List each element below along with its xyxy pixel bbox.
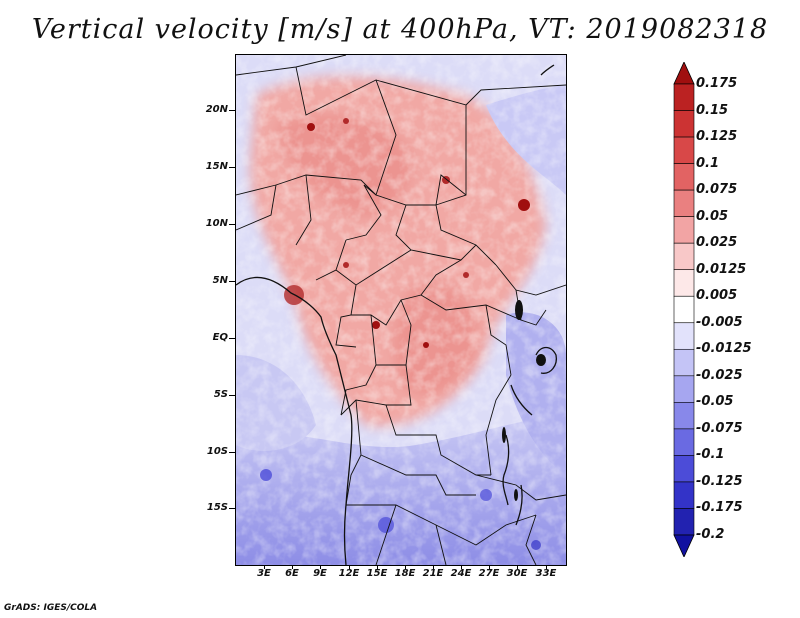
- lon-label-12e: 12E: [338, 568, 360, 579]
- lon-label-21e: 21E: [422, 568, 444, 579]
- colorbar-segment: [673, 428, 695, 456]
- colorbar-label: 0.05: [696, 208, 729, 224]
- strong-downdraft-spots: [260, 469, 541, 550]
- lon-tick: [461, 564, 462, 569]
- colorbar-segment: [673, 295, 695, 324]
- lon-tick: [546, 564, 547, 569]
- colorbar-segment: [673, 508, 695, 536]
- colorbar-label: -0.075: [696, 420, 743, 436]
- colorbar-segment: [673, 110, 695, 138]
- lon-tick: [292, 564, 293, 569]
- lon-label-6e: 6E: [285, 568, 299, 579]
- lon-tick: [489, 564, 490, 569]
- colorbar-segment-top: [673, 62, 695, 85]
- velocity-field-map: [236, 55, 566, 565]
- colorbar-segment: [673, 402, 695, 430]
- chart-title: Vertical velocity [m/s] at 400hPa, VT: 2…: [31, 14, 769, 45]
- lon-tick: [264, 564, 265, 569]
- field-texture: [236, 55, 566, 565]
- colorbar-segment: [673, 269, 695, 297]
- lat-label-20n: 20N: [205, 104, 228, 115]
- lon-label-33e: 33E: [535, 568, 557, 579]
- colorbar-segment: [673, 83, 695, 111]
- lon-tick: [433, 564, 434, 569]
- colorbar-label: -0.1: [696, 447, 725, 463]
- lon-tick: [320, 564, 321, 569]
- lat-tick: [229, 452, 235, 453]
- footer-credit: GrADS: IGES/COLA: [4, 603, 98, 613]
- lakes: [502, 300, 546, 501]
- colorbar-segment-bottom: [673, 534, 695, 557]
- lon-label-18e: 18E: [394, 568, 416, 579]
- colorbar-label: 0.005: [696, 288, 738, 304]
- colorbar-segment: [673, 136, 695, 164]
- lat-label-15s: 15S: [206, 502, 228, 513]
- lat-tick: [229, 508, 235, 509]
- lon-tick: [517, 564, 518, 569]
- colorbar-label: -0.125: [696, 473, 743, 489]
- colorbar-segment: [673, 163, 695, 191]
- colorbar-segment: [673, 481, 695, 509]
- colorbar-label: 0.1: [696, 155, 720, 171]
- lon-label-30e: 30E: [506, 568, 528, 579]
- colorbar-segment: [673, 216, 695, 244]
- colorbar: [673, 62, 695, 557]
- colorbar-label: -0.175: [696, 500, 743, 516]
- colorbar-segment: [673, 242, 695, 271]
- lon-tick: [349, 564, 350, 569]
- colorbar-segment: [673, 322, 695, 350]
- lon-label-3e: 3E: [257, 568, 271, 579]
- colorbar-segment: [673, 348, 695, 377]
- colorbar-label: 0.125: [696, 129, 738, 145]
- lat-tick: [229, 110, 235, 111]
- lat-label-10s: 10S: [206, 446, 228, 457]
- lat-tick: [229, 224, 235, 225]
- colorbar-label: -0.2: [696, 527, 725, 542]
- colorbar-label: -0.025: [696, 367, 743, 383]
- colorbar-label: 0.175: [696, 76, 738, 91]
- lon-label-15e: 15E: [366, 568, 388, 579]
- lon-tick: [405, 564, 406, 569]
- colorbar-label: -0.0125: [696, 341, 752, 357]
- lat-tick: [229, 281, 235, 282]
- lon-label-24e: 24E: [450, 568, 472, 579]
- colorbar-segment: [673, 189, 695, 217]
- lon-label-27e: 27E: [478, 568, 500, 579]
- lat-label-15n: 15N: [205, 161, 228, 172]
- coastline: [236, 64, 557, 565]
- lat-label-eq: EQ: [212, 332, 228, 343]
- lat-label-5n: 5N: [212, 275, 228, 286]
- map-panel: [235, 54, 567, 566]
- colorbar-segment: [673, 455, 695, 483]
- lat-tick: [229, 338, 235, 339]
- country-borders: [236, 55, 566, 565]
- colorbar-label: -0.05: [696, 394, 734, 410]
- colorbar-segments: [673, 62, 695, 557]
- lat-tick: [229, 167, 235, 168]
- lat-label-5s: 5S: [213, 389, 228, 400]
- colorbar-segment: [673, 375, 695, 403]
- lat-tick: [229, 395, 235, 396]
- colorbar-label: -0.005: [696, 314, 743, 330]
- lon-tick: [377, 564, 378, 569]
- colorbar-label: 0.15: [696, 102, 729, 118]
- lon-label-9e: 9E: [313, 568, 327, 579]
- colorbar-label: 0.0125: [696, 261, 747, 277]
- colorbar-label: 0.025: [696, 235, 738, 251]
- lat-label-10n: 10N: [205, 218, 228, 229]
- colorbar-label: 0.075: [696, 182, 738, 198]
